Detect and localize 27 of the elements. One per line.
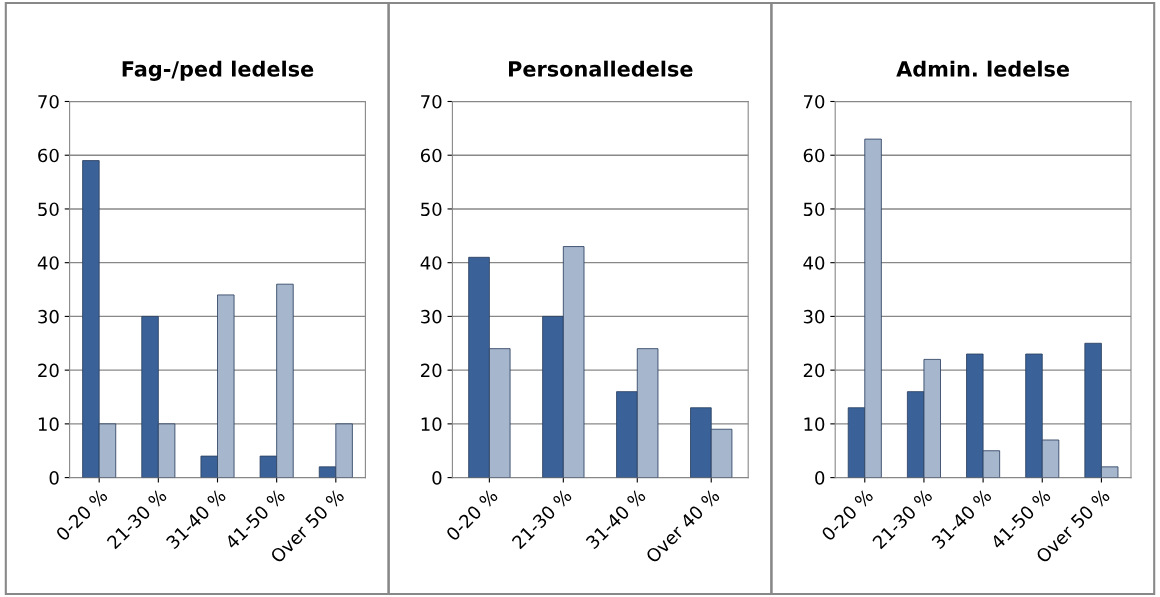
y-tick-label: 30 — [421, 309, 442, 324]
chart-title: Admin. ledelse — [896, 60, 1070, 77]
y-tick-label: 0 — [815, 471, 825, 485]
y-tick-label: 60 — [38, 148, 59, 163]
chart-title: Fag-/ped ledelse — [122, 60, 314, 81]
y-tick-label: 20 — [803, 363, 825, 378]
y-tick-label: 0 — [49, 471, 59, 485]
y-tick-label: 10 — [421, 417, 442, 431]
y-tick-label: 40 — [37, 256, 59, 270]
y-tick-label: 20 — [421, 363, 442, 378]
y-tick-label: 60 — [420, 148, 442, 163]
y-tick-label: 70 — [803, 94, 825, 109]
y-tick-label: 40 — [803, 256, 825, 270]
y-tick-label: 50 — [421, 202, 442, 217]
y-tick-label: 50 — [803, 202, 825, 217]
y-tick-label: 40 — [420, 256, 442, 270]
y-tick-label: 70 — [421, 94, 442, 109]
y-tick-label: 30 — [803, 309, 825, 324]
y-tick-label: 10 — [804, 417, 825, 431]
y-tick-label: 60 — [803, 148, 825, 163]
y-tick-label: 50 — [38, 202, 59, 217]
y-tick-label: 30 — [38, 309, 59, 324]
y-tick-label: 70 — [38, 94, 59, 109]
y-tick-label: 0 — [432, 471, 442, 485]
y-tick-label: 10 — [38, 417, 59, 431]
y-tick-label: 20 — [38, 363, 59, 378]
chart-title: Personalledelse — [509, 60, 693, 77]
